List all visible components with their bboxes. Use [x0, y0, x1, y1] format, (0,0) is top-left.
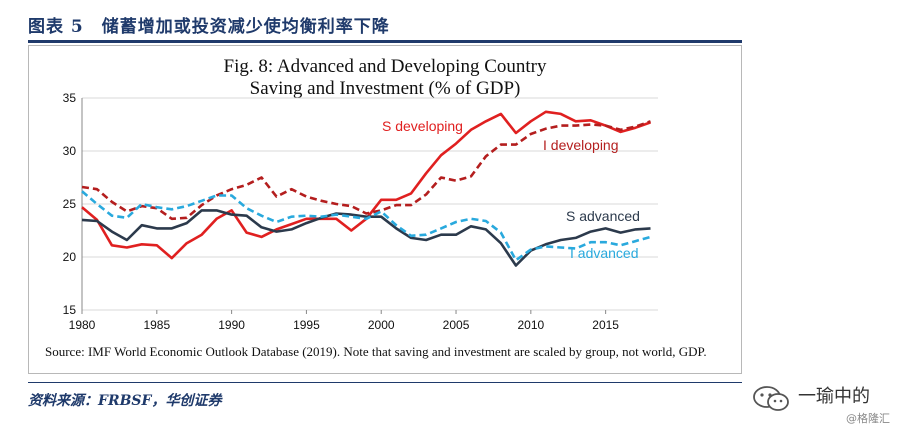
chart-frame	[28, 45, 742, 374]
watermark-sub: @格隆汇	[846, 412, 890, 425]
x-tick-label: 1995	[293, 318, 320, 332]
label-s-advanced: S advanced	[566, 208, 640, 224]
data-source: 资料来源：FRBSF，华创证券	[28, 393, 222, 409]
x-tick-label: 1985	[143, 318, 170, 332]
x-tick-label: 2000	[368, 318, 395, 332]
x-tick-label: 2015	[592, 318, 619, 332]
y-tick-label: 35	[63, 91, 77, 105]
s-advanced-line	[81, 209, 651, 267]
y-tick-label: 20	[63, 250, 77, 264]
y-tick-label: 30	[63, 144, 77, 158]
label-i-advanced: I advanced	[570, 245, 639, 261]
grid-lines	[82, 97, 658, 311]
wechat-icon	[753, 386, 789, 411]
i-developing-line	[81, 120, 651, 221]
i-advanced-line	[81, 190, 651, 262]
watermark-name: 一瑜中的	[798, 386, 870, 407]
x-tick-label: 2005	[443, 318, 470, 332]
chart-title-line2: Saving and Investment (% of GDP)	[249, 78, 521, 99]
y-tick-label: 25	[63, 197, 77, 211]
x-tick-label: 1980	[69, 318, 96, 332]
s-developing-line	[81, 110, 651, 260]
caption-title: 图表 5 储蓄增加或投资减少使均衡利率下降	[28, 17, 390, 37]
source-note: Source: IMF World Economic Outlook Datab…	[45, 344, 707, 359]
footer-rule	[28, 382, 742, 383]
chart-title-line1: Fig. 8: Advanced and Developing Country	[223, 56, 547, 77]
x-tick-label: 1990	[218, 318, 245, 332]
label-i-developing: I developing	[543, 137, 619, 153]
axes: 15 20 25 30 35 1980 1985 1990 1995 2000 2005 2010 20…	[63, 91, 620, 332]
y-tick-label: 15	[63, 303, 77, 317]
label-s-developing: S developing	[382, 118, 463, 134]
series-lines	[81, 110, 651, 267]
series-labels: S developing I developing S advanced I adva…	[382, 118, 640, 261]
caption-rule	[28, 40, 742, 43]
x-tick-label: 2010	[517, 318, 544, 332]
